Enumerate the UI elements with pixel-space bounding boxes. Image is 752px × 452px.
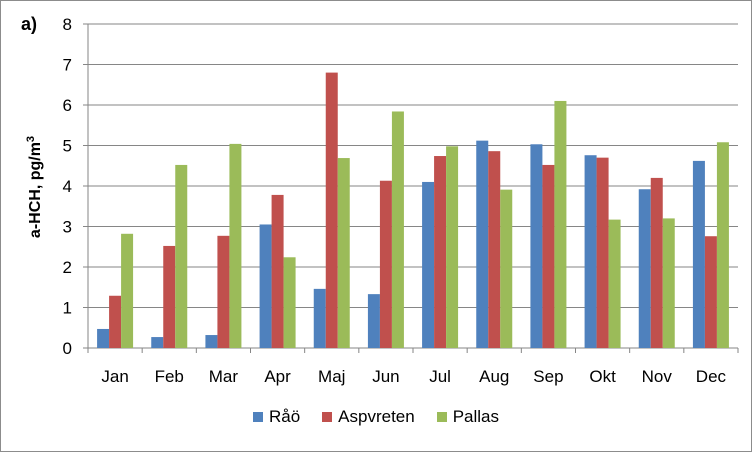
bar-pallas-feb [175,164,188,348]
bar-raao-jul [422,181,435,348]
x-tick-label-mar: Mar [209,367,239,386]
legend-item-raao: Råö [252,407,301,427]
legend-label-pallas: Pallas [452,407,500,426]
x-tick-label-apr: Apr [264,367,291,386]
x-tick-label-jan: Jan [101,367,128,386]
bar-pallas-mar [229,143,242,348]
bar-raao-maj [313,288,326,348]
x-tick-label-okt: Okt [589,367,616,386]
legend-label-raao: Råö [268,407,301,426]
x-tick-label-jul: Jul [429,367,451,386]
bar-aspvreten-jul [434,156,447,348]
bar-pallas-nov [662,218,675,348]
legend: Råö Aspvreten Pallas [0,407,752,427]
x-tick-label-nov: Nov [642,367,673,386]
x-tick-label-aug: Aug [479,367,509,386]
bar-aspvreten-mar [217,235,230,348]
bar-raao-aug [476,140,489,348]
bar-raao-apr [259,224,272,348]
y-tick-label-7: 7 [63,56,72,75]
bar-aspvreten-aug [488,151,501,348]
bar-raao-nov [638,189,651,348]
x-tick-label-sep: Sep [533,367,563,386]
legend-swatch-aspvreten [322,412,333,422]
bar-aspvreten-feb [163,245,176,348]
x-tick-label-feb: Feb [155,367,184,386]
legend-swatch-raao [252,412,263,422]
bar-pallas-aug [500,189,513,348]
y-tick-label-6: 6 [63,96,72,115]
bar-aspvreten-nov [650,177,663,348]
x-tick-label-jun: Jun [372,367,399,386]
y-tick-label-5: 5 [63,137,72,156]
bar-pallas-sep [554,100,567,348]
bar-pallas-okt [608,219,621,348]
y-tick-label-4: 4 [63,177,72,196]
bar-raao-mar [205,335,218,348]
y-tick-label-1: 1 [63,299,72,318]
bar-pallas-dec [716,142,729,348]
bar-aspvreten-okt [596,157,609,348]
bar-aspvreten-jan [109,295,122,348]
bar-raao-dec [692,160,705,348]
bar-pallas-jun [391,111,404,348]
legend-item-aspvreten: Aspvreten [322,407,415,427]
y-tick-label-8: 8 [63,15,72,34]
panel-label: a) [21,14,38,34]
bar-aspvreten-dec [704,236,717,348]
bar-pallas-jul [446,146,459,348]
y-tick-label-0: 0 [63,339,72,358]
legend-item-pallas: Pallas [436,407,500,427]
x-tick-label-dec: Dec [696,367,727,386]
bar-raao-sep [530,144,543,348]
bar-aspvreten-maj [325,72,338,348]
bar-pallas-maj [337,158,350,348]
bar-pallas-apr [283,257,296,348]
bar-raao-jun [367,294,380,348]
bar-raao-feb [151,337,164,348]
y-tick-label-2: 2 [63,258,72,277]
x-tick-label-maj: Maj [318,367,345,386]
legend-label-aspvreten: Aspvreten [338,407,415,426]
bar-aspvreten-sep [542,164,555,348]
y-tick-label-3: 3 [63,218,72,237]
bar-raao-okt [584,155,597,348]
bar-aspvreten-apr [271,194,284,348]
legend-swatch-pallas [436,412,447,422]
bar-pallas-jan [121,233,134,348]
bar-aspvreten-jun [379,180,392,348]
bar-raao-jan [97,328,110,348]
